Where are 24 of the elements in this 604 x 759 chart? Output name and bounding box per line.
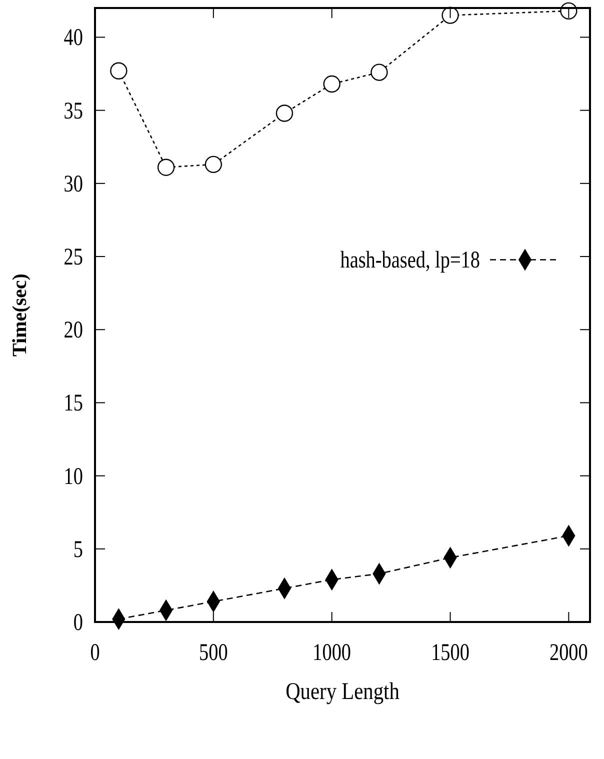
y-tick-label: 35 bbox=[64, 97, 84, 124]
x-axis-title: Query Length bbox=[286, 677, 400, 704]
y-tick-label: 20 bbox=[64, 316, 84, 344]
y-tick-label: 30 bbox=[64, 170, 84, 197]
y-tick-label: 40 bbox=[64, 24, 84, 51]
legend-label: hash-based, lp=18 bbox=[340, 246, 480, 274]
x-tick-label: 500 bbox=[199, 639, 228, 666]
point bbox=[157, 158, 175, 176]
point bbox=[204, 156, 222, 174]
point bbox=[442, 6, 459, 24]
y-tick-label: 10 bbox=[64, 462, 84, 490]
y-axis-title: Time(sec) bbox=[9, 274, 31, 356]
y-tick-label: 0 bbox=[73, 609, 84, 636]
point bbox=[276, 104, 294, 122]
point bbox=[370, 64, 388, 81]
y-tick-label: 15 bbox=[64, 390, 84, 416]
x-tick-label: 0 bbox=[90, 639, 100, 666]
point bbox=[110, 62, 128, 80]
x-tick-label: 1000 bbox=[312, 639, 352, 666]
x-tick-label: 1500 bbox=[431, 639, 470, 666]
y-tick-label: 5 bbox=[73, 536, 84, 562]
y-tick-label: 25 bbox=[64, 244, 84, 270]
point bbox=[323, 75, 340, 93]
x-tick-label: 2000 bbox=[549, 639, 588, 666]
